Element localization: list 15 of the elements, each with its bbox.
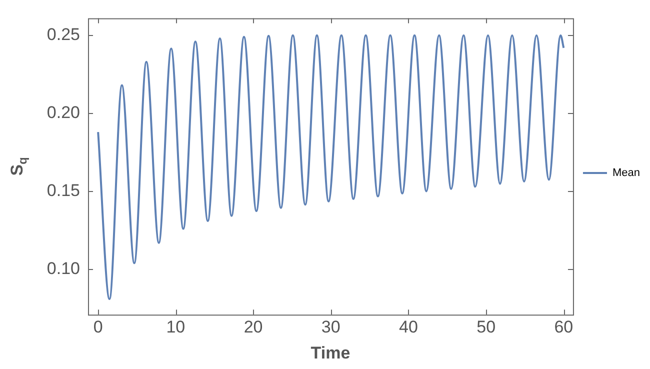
y-axis-title: Sq	[8, 157, 30, 176]
y-tick-label: 0.10	[46, 259, 80, 278]
y-tick-label: 0.15	[46, 181, 80, 200]
y-tick-label: 0.20	[46, 103, 80, 122]
x-tick-label: 30	[321, 317, 340, 336]
legend-label: Mean	[612, 167, 640, 180]
x-tick-label: 50	[476, 317, 496, 336]
x-tick-label: 60	[554, 317, 574, 336]
x-tick-label: 20	[244, 317, 263, 336]
y-tick-label: 0.25	[46, 25, 80, 44]
line-series	[97, 34, 565, 300]
x-axis-title: Time	[310, 344, 350, 363]
x-tick-label: 40	[399, 317, 418, 336]
x-tick-label: 10	[166, 317, 186, 336]
x-tick-label: 0	[93, 317, 103, 336]
